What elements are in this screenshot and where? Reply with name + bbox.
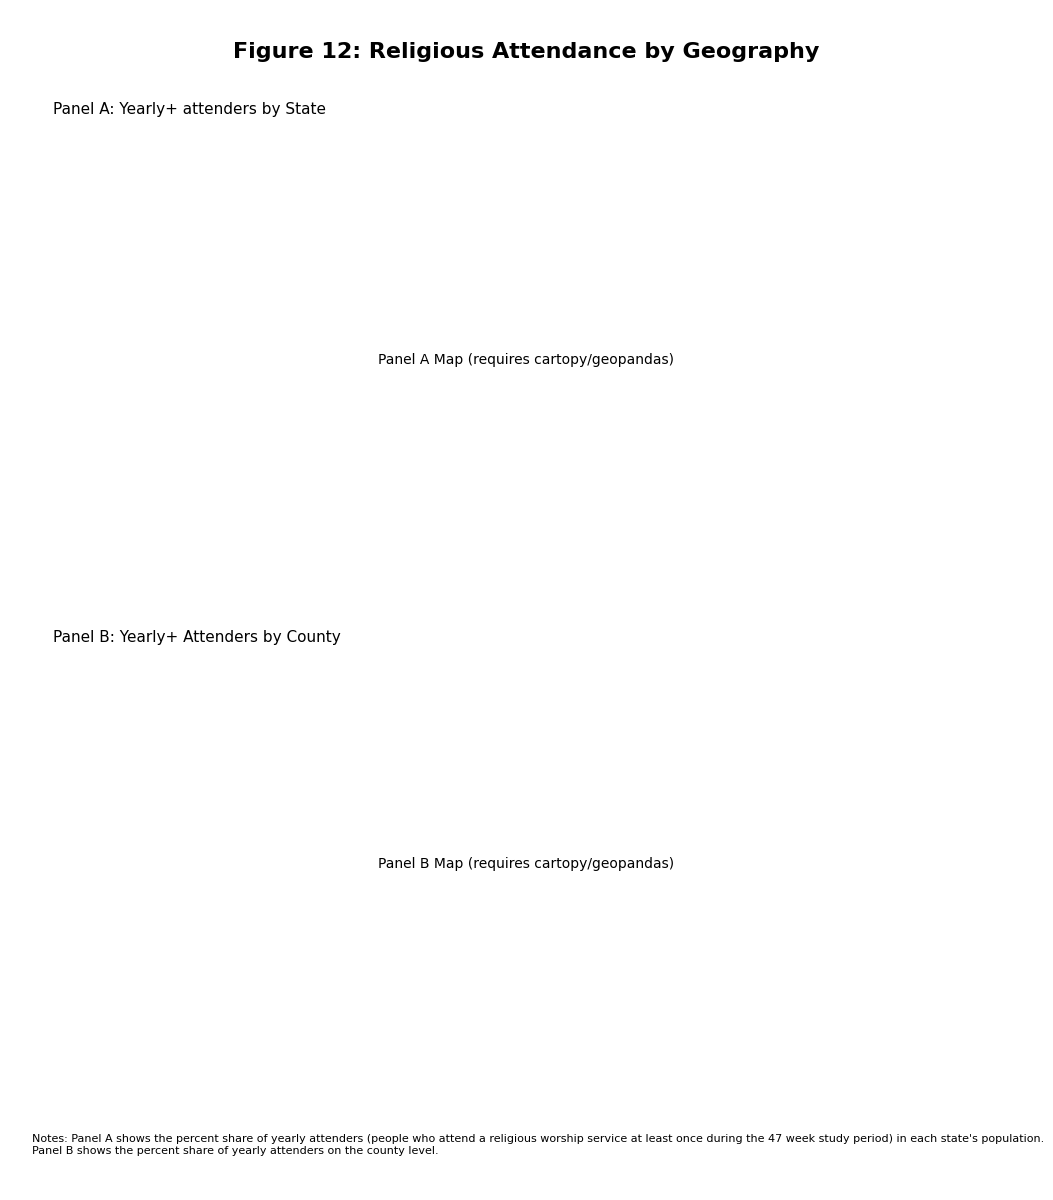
Text: Panel A: Yearly+ attenders by State: Panel A: Yearly+ attenders by State (53, 102, 325, 116)
Text: Panel B Map (requires cartopy/geopandas): Panel B Map (requires cartopy/geopandas) (378, 857, 675, 871)
Text: Figure 12: Religious Attendance by Geography: Figure 12: Religious Attendance by Geogr… (234, 42, 819, 62)
Text: Panel B: Yearly+ Attenders by County: Panel B: Yearly+ Attenders by County (53, 630, 340, 646)
Text: Panel A Map (requires cartopy/geopandas): Panel A Map (requires cartopy/geopandas) (378, 353, 675, 367)
Text: Notes: Panel A shows the percent share of yearly attenders (people who attend a : Notes: Panel A shows the percent share o… (32, 1134, 1044, 1156)
